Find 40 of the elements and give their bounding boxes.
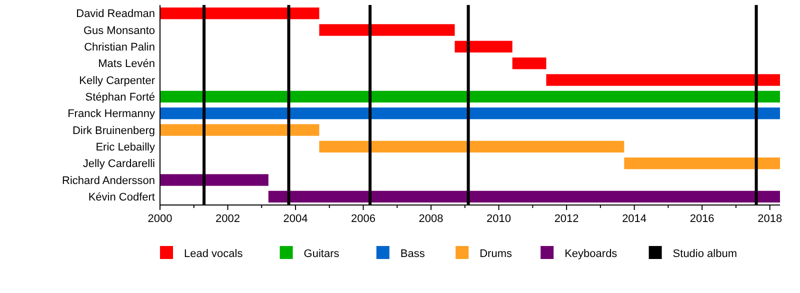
bar <box>160 174 268 186</box>
bar <box>454 40 512 52</box>
x-tick-label: 2006 <box>351 213 376 225</box>
bar <box>319 24 455 36</box>
x-tick-label: 2014 <box>622 213 647 225</box>
bar <box>512 58 546 70</box>
y-tick-label: Franck Hermanny <box>68 108 156 120</box>
x-tick-label: 2002 <box>216 213 240 225</box>
x-tick-label: 2008 <box>418 213 444 225</box>
y-tick-label: Kelly Carpenter <box>79 74 156 87</box>
x-tick-label: 2012 <box>554 213 579 225</box>
legend-label: Studio album <box>672 248 738 260</box>
y-tick-label: Mats Levén <box>98 58 155 70</box>
y-tick-label: Eric Lebailly <box>96 142 156 154</box>
legend-label: Bass <box>400 248 426 260</box>
bar <box>624 158 780 170</box>
legend-label: Lead vocals <box>184 248 244 260</box>
bar <box>160 8 320 20</box>
y-tick-label: Christian Palin <box>84 42 155 54</box>
y-tick-label: Jelly Cardarelli <box>82 158 155 170</box>
y-tick-label: Gus Monsanto <box>83 24 155 37</box>
x-tick-label: 2004 <box>283 213 308 225</box>
bar <box>160 90 780 102</box>
x-tick-label: 2010 <box>486 213 512 225</box>
y-tick-label: Richard Andersson <box>62 174 155 187</box>
y-tick-label: Kévin Codfert <box>88 192 155 204</box>
y-tick-label: Stéphan Forté <box>85 92 155 104</box>
bar <box>268 190 780 202</box>
bar <box>319 140 624 152</box>
x-tick-label: 2016 <box>690 213 714 225</box>
bar <box>160 124 320 136</box>
bar <box>160 108 780 120</box>
legend-label: Guitars <box>304 248 340 260</box>
bar <box>546 74 780 86</box>
x-tick-label: 2018 <box>758 213 782 225</box>
y-tick-label: Dirk Bruinenberg <box>72 124 155 137</box>
y-tick-label: David Readman <box>76 8 155 20</box>
legend-label: Keyboards <box>564 248 618 260</box>
legend-label: Drums <box>480 248 512 260</box>
x-tick-label: 2000 <box>148 213 172 225</box>
